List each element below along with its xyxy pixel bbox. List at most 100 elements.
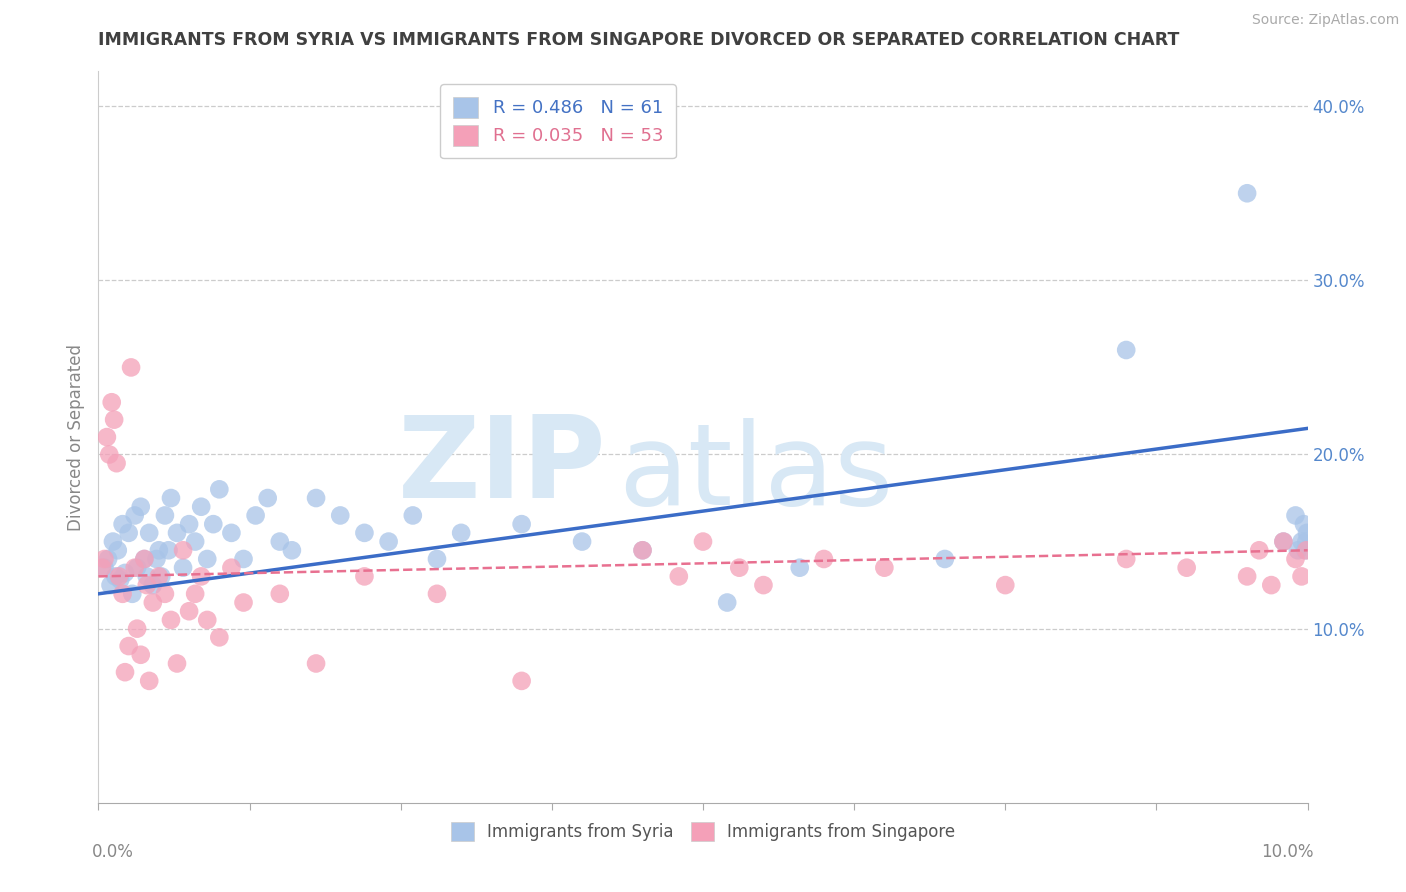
Point [93, 560, 115, 574]
Point [1296, 525, 1319, 540]
Point [107, 543, 129, 558]
Point [129, 500, 152, 514]
Point [100, 395, 122, 409]
Point [134, 552, 156, 566]
Point [232, 595, 254, 609]
Point [1249, 543, 1271, 558]
Text: Source: ZipAtlas.com: Source: ZipAtlas.com [1251, 13, 1399, 28]
Point [148, 543, 170, 558]
Point [1236, 569, 1258, 583]
Point [93, 552, 115, 566]
Point [873, 560, 896, 574]
Point [329, 508, 352, 523]
Point [1260, 578, 1282, 592]
Point [195, 613, 218, 627]
Point [184, 587, 207, 601]
Point [994, 578, 1017, 592]
Point [135, 578, 157, 592]
Point [934, 552, 956, 566]
Point [1284, 552, 1306, 566]
Y-axis label: Divorced or Separated: Divorced or Separated [66, 343, 84, 531]
Point [450, 525, 472, 540]
Point [190, 569, 212, 583]
Point [353, 569, 375, 583]
Point [1236, 186, 1258, 201]
Point [353, 525, 375, 540]
Point [510, 517, 533, 532]
Point [148, 569, 170, 583]
Point [692, 534, 714, 549]
Point [121, 587, 143, 601]
Point [120, 360, 142, 375]
Point [103, 412, 125, 426]
Point [118, 525, 141, 540]
Point [1292, 517, 1315, 532]
Point [728, 560, 751, 574]
Point [97, 552, 120, 566]
Point [129, 648, 152, 662]
Point [114, 665, 136, 680]
Point [1115, 552, 1137, 566]
Point [208, 631, 231, 645]
Point [127, 560, 149, 574]
Point [305, 491, 328, 505]
Point [153, 508, 176, 523]
Point [127, 622, 149, 636]
Point [160, 613, 183, 627]
Point [150, 569, 173, 583]
Point [269, 534, 291, 549]
Point [111, 517, 134, 532]
Point [256, 491, 278, 505]
Point [108, 569, 131, 583]
Point [631, 543, 654, 558]
Text: IMMIGRANTS FROM SYRIA VS IMMIGRANTS FROM SINGAPORE DIVORCED OR SEPARATED CORRELA: IMMIGRANTS FROM SYRIA VS IMMIGRANTS FROM… [98, 31, 1180, 49]
Point [221, 525, 243, 540]
Point [1272, 534, 1295, 549]
Point [1286, 543, 1309, 558]
Point [269, 587, 291, 601]
Point [1291, 569, 1313, 583]
Point [281, 543, 304, 558]
Point [124, 508, 146, 523]
Point [104, 569, 127, 583]
Point [1272, 534, 1295, 549]
Point [91, 560, 114, 574]
Point [426, 587, 449, 601]
Point [172, 560, 194, 574]
Point [221, 560, 243, 574]
Point [142, 578, 165, 592]
Point [1295, 543, 1317, 558]
Point [135, 569, 157, 583]
Point [232, 552, 254, 566]
Point [184, 534, 207, 549]
Point [716, 595, 738, 609]
Point [208, 483, 231, 497]
Point [166, 525, 188, 540]
Point [145, 552, 167, 566]
Point [631, 543, 654, 558]
Point [510, 673, 533, 688]
Text: ZIP: ZIP [398, 411, 606, 522]
Point [1295, 534, 1317, 549]
Point [245, 508, 267, 523]
Point [179, 604, 201, 618]
Point [96, 430, 118, 444]
Point [1175, 560, 1198, 574]
Point [142, 595, 165, 609]
Point [101, 534, 124, 549]
Point [1291, 534, 1313, 549]
Point [138, 673, 160, 688]
Point [157, 543, 180, 558]
Point [813, 552, 835, 566]
Point [402, 508, 425, 523]
Point [1284, 508, 1306, 523]
Point [114, 566, 136, 580]
Point [571, 534, 593, 549]
Point [153, 587, 176, 601]
Point [160, 491, 183, 505]
Point [789, 560, 811, 574]
Point [195, 552, 218, 566]
Point [118, 639, 141, 653]
Point [111, 587, 134, 601]
Point [190, 500, 212, 514]
